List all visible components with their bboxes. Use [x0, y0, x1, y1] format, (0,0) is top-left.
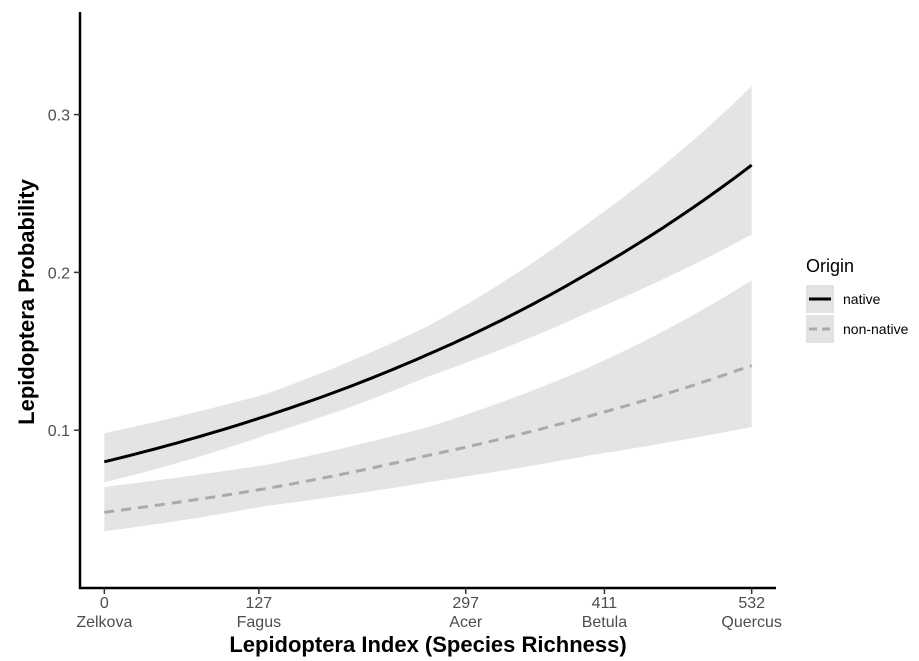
x-tick-label: 127 [246, 595, 273, 612]
line-native [103, 163, 753, 464]
legend-title: Origin [806, 256, 854, 276]
x-tick-name: Fagus [237, 614, 281, 631]
legend-item-native: native [806, 285, 881, 313]
y-tick-label: 0.1 [48, 423, 70, 440]
x-tick-label: 0 [100, 595, 109, 612]
legend-item-non-native: non-native [806, 315, 909, 343]
x-axis-ticks: 0 Zelkova 127 Fagus 297 Acer 411 Betula 532 Querc… [76, 588, 782, 631]
x-tick-label: 297 [452, 595, 479, 612]
x-tick-name: Betula [582, 614, 627, 631]
line-non-native [104, 364, 753, 514]
y-tick-label: 0.2 [48, 265, 70, 282]
ribbon-non-native [104, 280, 752, 532]
x-tick-name: Acer [449, 614, 483, 631]
y-axis-title: Lepidoptera Probability [14, 178, 39, 424]
ribbon-native [104, 86, 752, 483]
legend-label-native: native [843, 291, 881, 307]
y-axis-ticks: 0.1 0.2 0.3 [48, 108, 80, 440]
legend: Origin native non-native [806, 256, 909, 343]
confidence-ribbons [104, 86, 752, 532]
legend-label-non-native: non-native [843, 321, 909, 337]
y-tick-label: 0.3 [48, 108, 70, 125]
x-tick-name: Zelkova [76, 614, 132, 631]
x-tick-label: 411 [592, 595, 618, 612]
x-axis-title: Lepidoptera Index (Species Richness) [229, 632, 626, 657]
series-lines [103, 163, 753, 514]
x-tick-label: 532 [738, 595, 765, 612]
x-tick-name: Quercus [721, 614, 781, 631]
